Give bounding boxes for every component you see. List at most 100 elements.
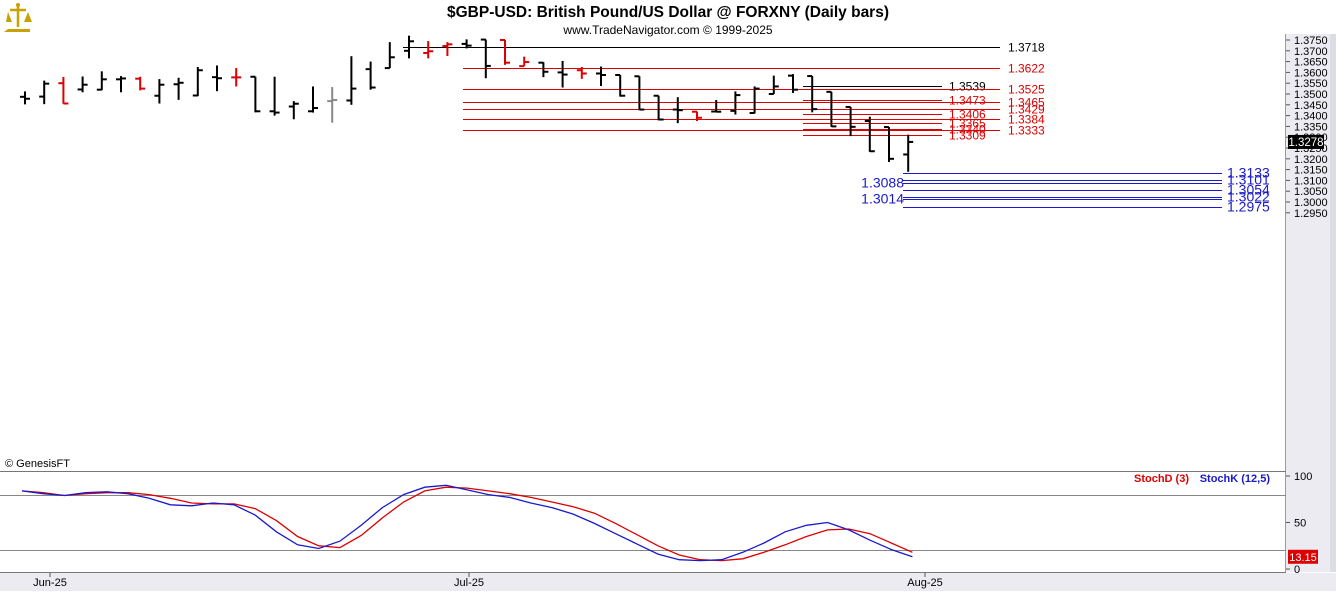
ohlc-bar (557, 60, 568, 88)
ohlc-bar (807, 75, 818, 113)
ohlc-bar (365, 61, 376, 90)
ohlc-bar (672, 97, 683, 124)
price-level-label: 1.3340 (949, 123, 986, 137)
ohlc-bar (884, 126, 894, 163)
stoch-k-legend: StochK (12,5) (1200, 473, 1271, 485)
price-level-label: 1.2975 (1227, 199, 1270, 215)
ohlc-bar (384, 42, 395, 70)
date-axis-panel (0, 573, 1336, 591)
current-price-label: 1.3278 (1288, 137, 1323, 149)
ohlc-bar (576, 67, 587, 79)
price-tick-label: 1.3350 (1294, 121, 1328, 133)
price-tick-label: 1.3450 (1294, 100, 1328, 112)
price-level-label: 1.3101 (1227, 172, 1270, 188)
chart-subtitle: www.TradeNavigator.com © 1999-2025 (562, 23, 772, 37)
chart-title: $GBP-USD: British Pound/US Dollar @ FORX… (447, 4, 889, 21)
ohlc-bar (192, 67, 203, 97)
ohlc-bar (653, 94, 664, 121)
date-axis: Jun-25 Jul-25 Aug-25 (33, 573, 943, 589)
ohlc-bar (788, 74, 798, 93)
ohlc-bar (461, 39, 472, 49)
ohlc-bar (269, 76, 280, 116)
price-tick-label: 1.3150 (1294, 165, 1328, 177)
current-price-marker: 1.3278 (1288, 134, 1324, 149)
price-level-label: 1.3384 (1008, 113, 1045, 127)
price-level-label: 1.3406 (949, 108, 986, 122)
ohlc-bar (77, 76, 88, 93)
ohlc-bar (288, 101, 299, 120)
ohlc-bar (231, 68, 242, 87)
vertical-scrollbar[interactable] (1330, 34, 1336, 572)
price-level-label: 1.3465 (1008, 96, 1045, 110)
logo-icon[interactable] (2, 2, 34, 32)
price-level-label: 1.3429 (1008, 103, 1045, 117)
stoch-tick-label: 50 (1294, 518, 1306, 530)
stoch-tick-label: 0 (1294, 564, 1300, 576)
price-level-label: 1.3014 (861, 191, 904, 207)
price-level-label: 1.3473 (949, 94, 986, 108)
price-level-label: 1.3133 (1227, 165, 1270, 181)
stochastic-panel (0, 484, 1286, 562)
ohlc-bar (154, 79, 165, 104)
ohlc-bar (480, 38, 491, 79)
price-level-label: 1.3718 (1008, 41, 1045, 55)
ohlc-bar (730, 91, 741, 115)
ohlc-bar (538, 61, 549, 78)
ohlc-bar (39, 80, 50, 105)
ohlc-bar (442, 42, 453, 56)
ohlc-bar (692, 110, 702, 121)
price-axis-panel (1286, 34, 1330, 472)
price-level-label: 1.3054 (1227, 182, 1270, 198)
price-level-label: 1.3088 (861, 175, 904, 191)
ohlc-bar (749, 86, 760, 115)
watermark: © GenesisFT (5, 458, 70, 470)
ohlc-bar (404, 35, 414, 59)
ohlc-bar (20, 91, 30, 105)
price-level-label: 1.3539 (949, 80, 986, 94)
price-tick-label: 1.3750 (1294, 35, 1328, 47)
ohlc-bar (423, 41, 434, 59)
ohlc-bar (250, 75, 261, 113)
ohlc-bar (615, 73, 626, 97)
ohlc-bar (711, 100, 722, 113)
price-tick-label: 1.2950 (1294, 208, 1328, 220)
ohlc-bar (135, 76, 146, 91)
ohlc-bar (327, 87, 338, 123)
ohlc-bar (500, 39, 510, 65)
ohlc-bar (308, 86, 318, 113)
price-level-label: 1.3333 (1008, 124, 1045, 138)
ohlc-bar (519, 56, 530, 68)
date-tick-label: Jul-25 (454, 577, 484, 589)
price-tick-label: 1.3600 (1294, 67, 1328, 79)
stoch-axis-ticks: 100 50 0 (1286, 471, 1312, 576)
price-level-label: 1.3622 (1008, 62, 1045, 76)
price-tick-label: 1.3050 (1294, 186, 1328, 198)
ohlc-bar (173, 77, 184, 100)
price-level-label: 1.3525 (1008, 83, 1045, 97)
stoch-d-legend: StochD (3) (1134, 473, 1189, 485)
price-level-label: 1.3365 (949, 117, 986, 131)
ohlc-bar (116, 76, 126, 93)
ohlc-bar (634, 75, 645, 111)
price-level-label: 1.3022 (1227, 189, 1270, 205)
stoch-d-line (21, 486, 913, 562)
date-tick-label: Jun-25 (33, 577, 67, 589)
price-tick-label: 1.3400 (1294, 111, 1328, 123)
stoch-current-marker: 13.15 (1288, 549, 1318, 564)
stoch-current-label: 13.15 (1289, 552, 1317, 564)
stoch-tick-label: 100 (1294, 471, 1312, 483)
price-bars (20, 35, 914, 172)
ohlc-bar (212, 65, 222, 92)
price-tick-label: 1.3500 (1294, 89, 1328, 101)
ohlc-bar (58, 76, 69, 105)
date-tick-label: Aug-25 (907, 577, 942, 589)
ohlc-bar (596, 66, 606, 87)
ohlc-bar (864, 116, 875, 153)
ohlc-bar (96, 71, 107, 91)
price-tick-label: 1.3200 (1294, 154, 1328, 166)
price-tick-label: 1.3100 (1294, 175, 1328, 187)
ohlc-bar (845, 105, 856, 137)
price-tick-label: 1.3550 (1294, 78, 1328, 90)
